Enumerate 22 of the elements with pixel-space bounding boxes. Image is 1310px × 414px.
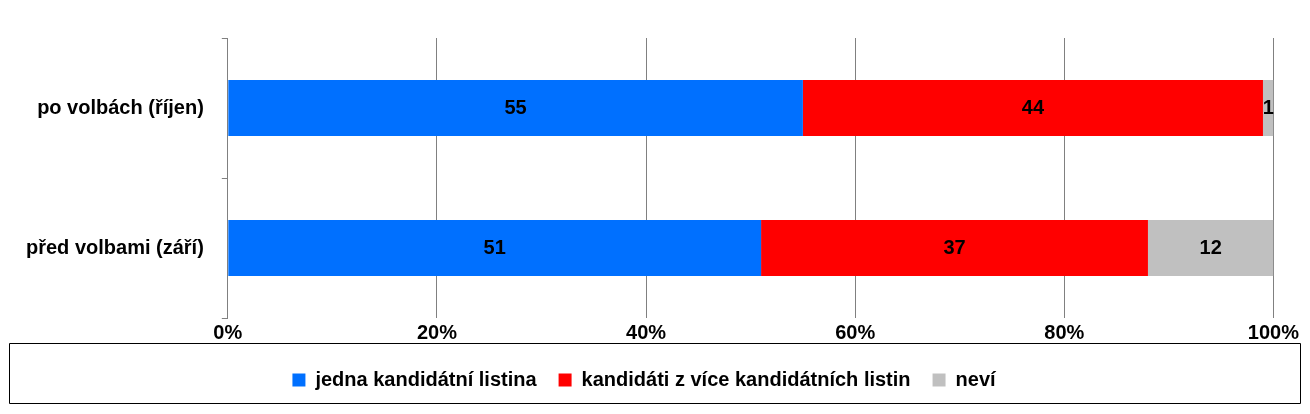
x-tick-label: 20%: [416, 320, 458, 343]
data-label: 55: [504, 95, 527, 118]
bar: [761, 220, 1148, 276]
bar: [1147, 220, 1274, 276]
legend-label: jedna kandidátní listina: [314, 367, 538, 390]
x-tick-label: 60%: [835, 320, 876, 343]
legend-label: neví: [955, 367, 998, 390]
x-tick-label: 0%: [213, 320, 243, 343]
y-tick-label: po volbách (říjen): [37, 95, 204, 118]
data-label: 1: [1262, 95, 1274, 118]
data-label: 44: [1021, 95, 1045, 118]
y-tick-label: před volbami (září): [26, 235, 204, 258]
bar: [228, 80, 803, 136]
x-tick-label: 80%: [1044, 320, 1085, 343]
bar: [802, 80, 1263, 136]
x-tick-label: 100%: [1247, 320, 1300, 343]
legend-label: kandidáti z více kandidátních listin: [581, 367, 911, 390]
data-label: 12: [1199, 235, 1222, 258]
bar: [228, 220, 762, 276]
data-label: 51: [483, 235, 506, 258]
data-label: 37: [943, 235, 966, 258]
x-tick-label: 40%: [626, 320, 667, 343]
